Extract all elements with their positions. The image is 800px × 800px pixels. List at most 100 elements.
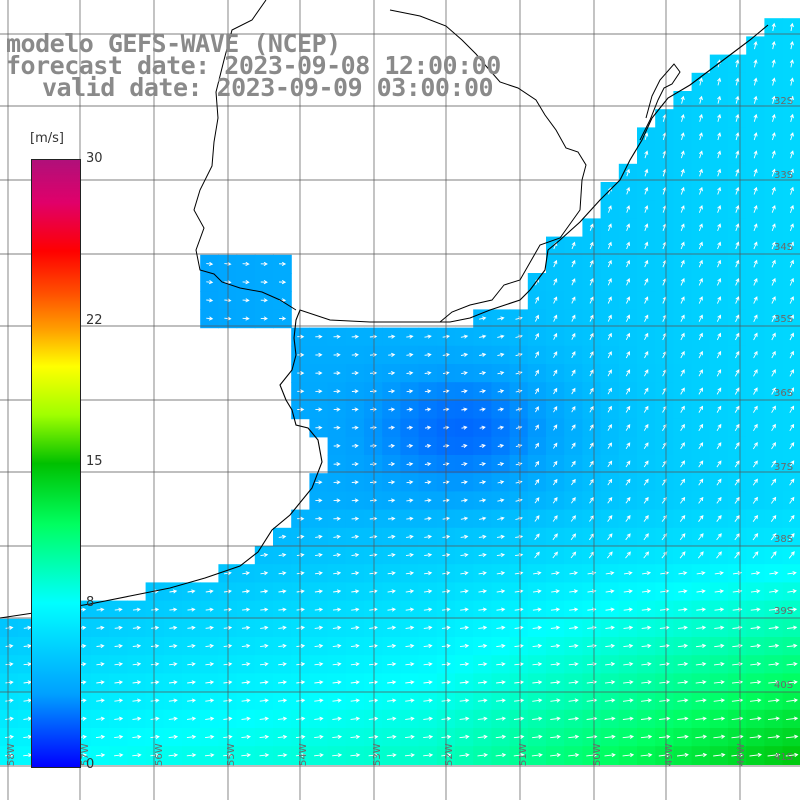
wind-arrow [698,350,703,359]
wind-arrow [405,716,415,721]
wind-arrow [350,662,360,667]
wind-arrow [771,77,776,86]
coastline [0,24,769,619]
grid-labels: 32S 33S 34S 35S 36S 37S 38S 39S 40S 41S 58W 57W 56W 5… [6,96,793,766]
wind-arrow [625,551,631,559]
wind-arrow [768,698,780,703]
wind-arrow [607,332,612,341]
lon-label: 52W [444,743,455,766]
wind-arrow [479,516,487,521]
wind-arrow [717,77,722,86]
wind-arrow [278,589,287,594]
wind-arrow [333,589,342,594]
wind-arrow [459,680,470,685]
wind-arrow [589,515,595,522]
wind-arrow [387,662,397,667]
wind-arrow [387,643,397,649]
wind-arrow [607,369,612,377]
wind-arrow [680,132,685,141]
wind-arrow [735,186,740,195]
wind-arrow [461,443,468,448]
wind-arrow [96,625,105,630]
wind-arrow [260,316,268,321]
wind-arrow [785,734,799,739]
wind-arrow [749,716,762,721]
wind-arrow [570,551,577,559]
wind-arrow [641,643,652,648]
wind-arrow [477,716,488,721]
wind-arrow [749,698,762,703]
wind-arrow [607,259,612,268]
wind-arrow [571,424,576,431]
wind-arrow [767,716,780,721]
wind-arrow [424,516,432,521]
wind-arrow [315,534,323,539]
wind-arrow [186,716,197,721]
wind-arrow [735,277,740,286]
wind-arrow [789,350,794,359]
wind-arrow [789,405,795,413]
wind-arrow [698,314,703,322]
wind-arrow [716,496,722,504]
wind-arrow [769,589,779,594]
wind-arrow [553,424,558,431]
wind-arrow [680,405,685,413]
wind-arrow [644,259,649,268]
wind-arrow [789,77,794,86]
forecast-date: forecast date: 2023-09-08 12:00:00 [6,51,501,80]
wind-arrow [315,425,323,430]
wind-arrow [626,168,631,177]
wind-arrow [388,370,396,376]
wind-arrow [223,643,233,649]
border-line [389,9,587,323]
wind-arrow [771,442,777,450]
lat-label: 36S [774,388,793,399]
wind-arrow [388,389,396,394]
wind-arrow [641,607,652,612]
wind-arrow [771,423,776,432]
wind-arrow [606,551,613,559]
wind-arrow [351,516,360,521]
wind-arrow [589,278,594,286]
wind-arrow [535,351,539,359]
lat-label: 32S [774,96,793,107]
wind-arrow [789,241,794,250]
wind-arrow [5,680,14,685]
wind-arrow [406,407,414,412]
wind-arrow [753,113,758,122]
wind-arrow [332,680,342,685]
wind-arrow [625,350,631,359]
wind-arrow [713,698,726,703]
wind-arrow [351,389,359,394]
wind-arrow [423,716,434,721]
wind-arrow [369,571,378,576]
wind-arrow [641,625,652,630]
wind-arrow [477,752,489,758]
wind-arrow [497,407,505,412]
wind-arrow [680,241,685,250]
wind-arrow [132,680,142,685]
wind-arrow [259,734,270,739]
wind-arrow [206,316,214,321]
wind-arrow [314,716,324,721]
wind-arrow [767,752,781,757]
wind-arrow [789,387,794,395]
wind-arrow [680,314,685,322]
wind-arrow [532,625,543,630]
wind-arrow [169,625,178,630]
wind-arrow [260,298,268,303]
wind-arrow [789,95,794,104]
wind-arrow [314,589,324,594]
wind-arrow [735,259,740,268]
wind-arrow [698,369,703,377]
wind-arrow [405,607,415,612]
lon-label: 51W [518,743,529,766]
wind-arrow [680,205,685,213]
wind-arrow [223,716,233,721]
wind-arrow [786,625,798,630]
wind-arrow [623,625,634,630]
wind-arrow [771,95,776,104]
wind-arrow [278,625,287,630]
wind-arrow [753,277,758,286]
wind-arrow [150,680,160,685]
